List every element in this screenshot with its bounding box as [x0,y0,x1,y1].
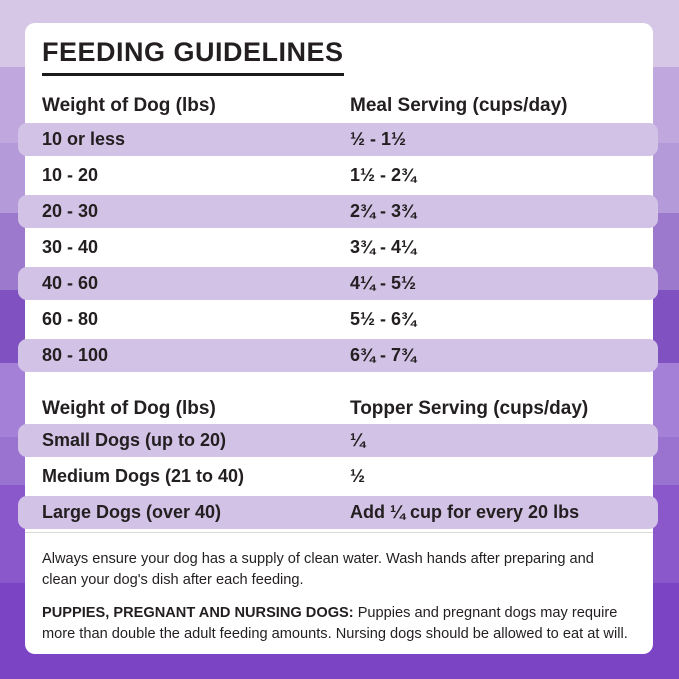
serving-cell: ½ - 1½ [350,129,407,150]
table-row: 20 - 30 2¾ - 3¾ [18,195,658,229]
serving-cell: 2¾ - 3¾ [350,201,417,222]
serving-cell: 3¾ - 4¼ [350,237,417,258]
serving-cell: Add ¼ cup for every 20 lbs [350,502,580,523]
table-row: 10 or less ½ - 1½ [18,123,658,157]
table-row: Medium Dogs (21 to 40) ½ [18,460,658,493]
serving-cell: ½ [350,466,366,487]
table-row: 10 - 20 1½ - 2¾ [18,159,658,192]
weight-cell: Medium Dogs (21 to 40) [42,466,245,487]
weight-cell: 20 - 30 [42,201,99,222]
page-title: FEEDING GUIDELINES [42,38,344,77]
table-row: Large Dogs (over 40) Add ¼ cup for every… [18,496,658,530]
serving-cell: 1½ - 2¾ [350,165,417,186]
table-row: 40 - 60 4¼ - 5½ [18,267,658,301]
weight-cell: 10 or less [42,129,126,150]
meal-header-weight: Weight of Dog (lbs) [42,95,216,117]
weight-cell: 60 - 80 [42,309,99,330]
table-row: 80 - 100 6¾ - 7¾ [18,339,658,373]
puppies-note: PUPPIES, PREGNANT AND NURSING DOGS: Pupp… [42,603,629,645]
weight-cell: 40 - 60 [42,273,99,294]
topper-table: Small Dogs (up to 20) ¼ Medium Dogs (21 … [18,424,658,530]
table-row: Small Dogs (up to 20) ¼ [18,424,658,458]
meal-table-header: Weight of Dog (lbs) Meal Serving (cups/d… [25,95,653,116]
serving-cell: 4¼ - 5½ [350,273,417,294]
feeding-guidelines-card: FEEDING GUIDELINES Weight of Dog (lbs) M… [18,23,658,654]
topper-header-weight: Weight of Dog (lbs) [42,398,216,420]
topper-table-header: Weight of Dog (lbs) Topper Serving (cups… [25,398,653,419]
puppies-note-text: Puppies and pregnant dogs may require mo… [42,605,628,643]
water-note: Always ensure your dog has a supply of c… [42,551,594,589]
table-row: 60 - 80 5½ - 6¾ [18,303,658,336]
serving-cell: ¼ [350,430,366,451]
weight-cell: Large Dogs (over 40) [42,502,222,523]
serving-cell: 5½ - 6¾ [350,309,417,330]
serving-cell: 6¾ - 7¾ [350,345,417,366]
topper-header-serving: Topper Serving (cups/day) [350,398,589,420]
footer-divider [25,532,653,534]
puppies-note-label: PUPPIES, PREGNANT AND NURSING DOGS: [42,605,354,622]
meal-header-serving: Meal Serving (cups/day) [350,95,568,117]
table-row: 30 - 40 3¾ - 4¼ [18,231,658,264]
weight-cell: 30 - 40 [42,237,99,258]
weight-cell: 80 - 100 [42,345,109,366]
weight-cell: Small Dogs (up to 20) [42,430,227,451]
weight-cell: 10 - 20 [42,165,99,186]
meal-table: 10 or less ½ - 1½ 10 - 20 1½ - 2¾ 20 - 3… [18,123,658,373]
